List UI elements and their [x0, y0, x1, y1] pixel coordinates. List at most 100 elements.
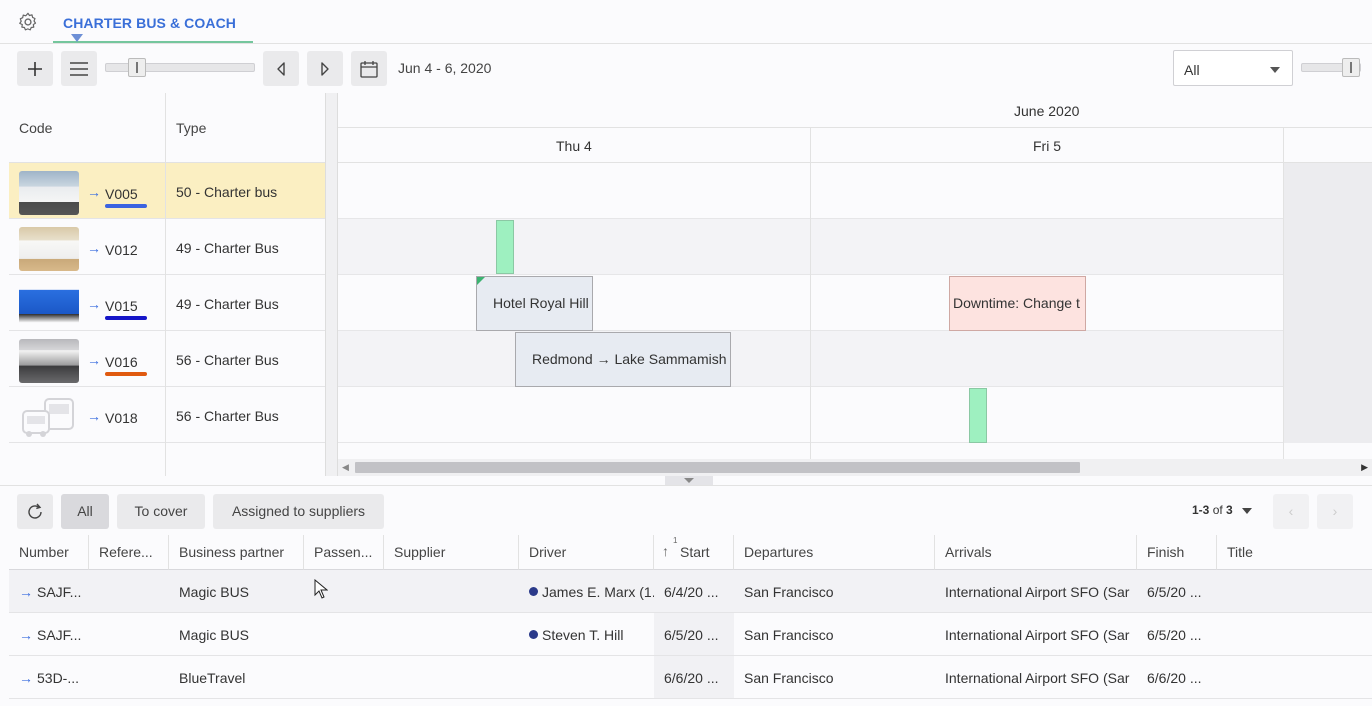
resource-row[interactable]: → V012 49 - Charter Bus [9, 219, 325, 275]
timeline-row[interactable] [338, 219, 1372, 275]
event-redmond-lake-sammamish[interactable]: Redmond → Lake Sammamish [515, 332, 731, 387]
column-header-type[interactable]: Type [176, 93, 325, 163]
table-row[interactable]: → SAJF... Magic BUS Steven T. Hill 6/5/2… [9, 613, 1372, 656]
panel-resize-handle[interactable] [665, 476, 713, 485]
table-row[interactable]: → 53D-... BlueTravel 6/6/20 ... San Fran… [9, 656, 1372, 699]
resource-color-bar [105, 316, 147, 320]
timeline-row[interactable] [338, 275, 1372, 331]
resource-code[interactable]: V016 [105, 354, 138, 370]
zoom-slider-handle[interactable] [128, 58, 146, 77]
scroll-left-icon[interactable]: ◀ [342, 462, 349, 472]
previous-button[interactable] [263, 51, 299, 86]
marker-event[interactable] [969, 388, 987, 443]
open-arrow-icon[interactable]: → [19, 670, 33, 686]
event-downtime[interactable]: Downtime: Change t [949, 276, 1086, 331]
column-header-passengers[interactable]: Passen... [304, 535, 384, 570]
row-height-slider-handle[interactable] [1342, 58, 1360, 77]
column-header-driver[interactable]: Driver [519, 535, 654, 570]
resource-grid: Code Type → V005 50 - Charter bus → V012… [9, 93, 325, 476]
top-bar: CHARTER BUS & COACH [0, 0, 1372, 44]
column-header-start[interactable]: ↑ 1 Start [654, 535, 734, 570]
open-arrow-icon[interactable]: → [87, 296, 101, 312]
row-height-slider[interactable] [1301, 58, 1361, 77]
cell-number[interactable]: SAJF... [37, 584, 82, 600]
pagination-info[interactable]: 1-3 of 3 [1192, 503, 1253, 517]
select-value: All [1184, 62, 1200, 78]
horizontal-scrollbar[interactable]: ◀ ▶ [338, 459, 1372, 476]
column-header-number[interactable]: Number [9, 535, 89, 570]
calendar-button[interactable] [351, 51, 387, 86]
timeline-row[interactable] [338, 331, 1372, 387]
open-arrow-icon[interactable]: → [87, 184, 101, 200]
timeline-row[interactable] [338, 387, 1372, 443]
cell-business-partner: BlueTravel [179, 670, 246, 686]
resource-filter-select[interactable]: All [1173, 50, 1293, 86]
event-label: Downtime: Change t [953, 295, 1080, 311]
cell-start: 6/5/20 ... [664, 627, 719, 643]
cell-start: 6/4/20 ... [664, 584, 719, 600]
driver-status-dot [529, 587, 538, 596]
open-arrow-icon[interactable]: → [87, 240, 101, 256]
resource-code[interactable]: V012 [105, 242, 138, 258]
resource-row[interactable]: → V015 49 - Charter Bus [9, 275, 325, 331]
settings-gear-icon[interactable] [17, 11, 39, 33]
column-header-supplier[interactable]: Supplier [384, 535, 519, 570]
cell-finish: 6/5/20 ... [1147, 627, 1202, 643]
day-divider [810, 128, 811, 463]
grid-splitter[interactable] [325, 93, 338, 476]
column-header-finish[interactable]: Finish [1137, 535, 1217, 570]
timeline-view: June 2020 Thu 4 Fri 5 Hotel Royal Hill D… [338, 93, 1372, 463]
page-total: 3 [1226, 503, 1233, 517]
open-arrow-icon[interactable]: → [87, 408, 101, 424]
resource-code[interactable]: V005 [105, 186, 138, 202]
day-label-fri: Fri 5 [1033, 138, 1061, 154]
cell-arrivals: International Airport SFO (Sar [945, 627, 1130, 643]
scroll-right-icon[interactable]: ▶ [1361, 462, 1368, 472]
date-range-input[interactable]: Jun 4 - 6, 2020 [398, 60, 492, 76]
triangle-right-icon [321, 61, 329, 76]
event-flag-icon [477, 277, 485, 285]
trips-table: Number Refere... Business partner Passen… [9, 535, 1372, 706]
cell-number[interactable]: SAJF... [37, 627, 82, 643]
caret-down-icon [1270, 67, 1280, 73]
prev-page-button[interactable]: ‹ [1273, 494, 1309, 529]
cell-departures: San Francisco [744, 584, 834, 600]
column-header-departures[interactable]: Departures [734, 535, 935, 570]
marker-event[interactable] [496, 220, 514, 274]
refresh-button[interactable] [17, 494, 53, 529]
table-row[interactable]: → SAJF... Magic BUS James E. Marx (1. 6/… [9, 570, 1372, 613]
resource-code[interactable]: V015 [105, 298, 138, 314]
cell-number[interactable]: 53D-... [37, 670, 80, 686]
filter-to-cover-button[interactable]: To cover [117, 494, 205, 529]
resource-row[interactable]: → V018 56 - Charter Bus [9, 387, 325, 443]
add-button[interactable] [17, 51, 53, 86]
resource-code[interactable]: V018 [105, 410, 138, 426]
day-divider [1283, 128, 1284, 463]
open-arrow-icon[interactable]: → [19, 627, 33, 643]
event-label: Hotel Royal Hill [493, 295, 589, 311]
resource-color-bar [105, 372, 147, 376]
next-button[interactable] [307, 51, 343, 86]
menu-button[interactable] [61, 51, 97, 86]
open-arrow-icon[interactable]: → [19, 584, 33, 600]
scheduler-toolbar: Jun 4 - 6, 2020 All [0, 44, 1372, 93]
timeline-row[interactable] [338, 163, 1372, 219]
column-header-title[interactable]: Title [1217, 535, 1372, 570]
tab-charter-bus-coach[interactable]: CHARTER BUS & COACH [53, 0, 253, 43]
filter-all-button[interactable]: All [61, 494, 109, 529]
column-header-reference[interactable]: Refere... [89, 535, 169, 570]
resource-row[interactable]: → V016 56 - Charter Bus [9, 331, 325, 387]
resource-row[interactable]: → V005 50 - Charter bus [9, 163, 325, 219]
day-label-thu: Thu 4 [556, 138, 592, 154]
chevron-down-icon[interactable] [71, 34, 83, 42]
column-header-arrivals[interactable]: Arrivals [935, 535, 1137, 570]
event-hotel-royal-hill[interactable]: Hotel Royal Hill [476, 276, 593, 331]
page-range: 1-3 [1192, 503, 1210, 517]
filter-assigned-button[interactable]: Assigned to suppliers [213, 494, 384, 529]
column-header-business-partner[interactable]: Business partner [169, 535, 304, 570]
column-header-code[interactable]: Code [19, 93, 159, 163]
scrollbar-thumb[interactable] [355, 462, 1080, 473]
next-page-button[interactable]: › [1317, 494, 1353, 529]
open-arrow-icon[interactable]: → [87, 352, 101, 368]
zoom-slider[interactable] [105, 58, 255, 77]
